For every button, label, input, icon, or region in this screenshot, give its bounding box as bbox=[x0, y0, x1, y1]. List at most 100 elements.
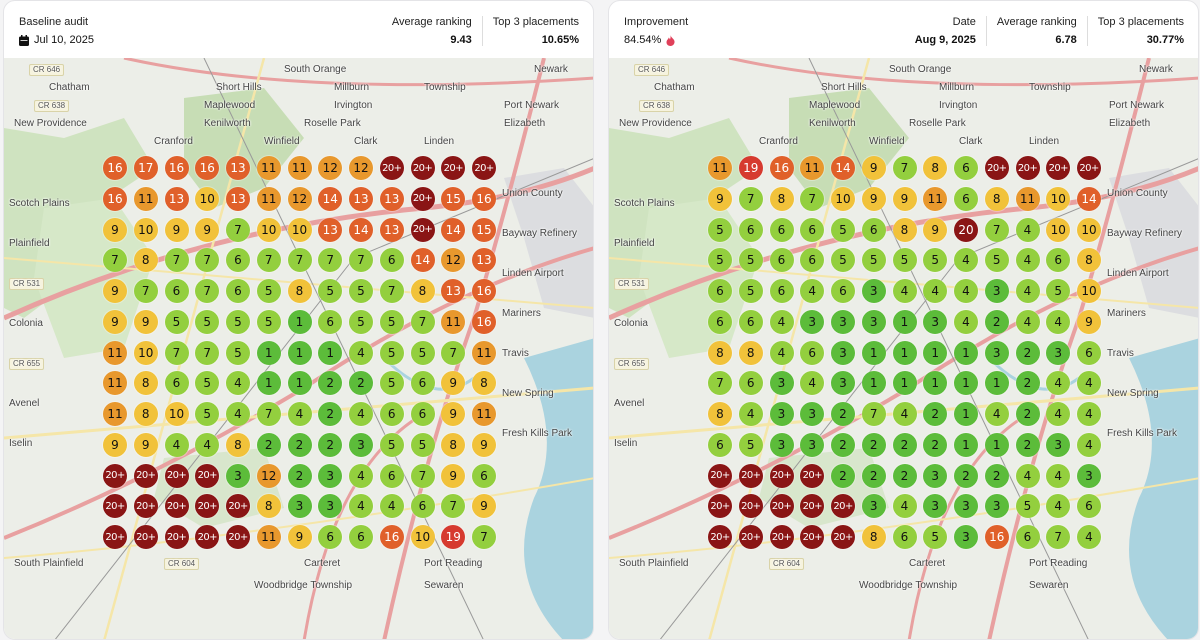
rank-pin[interactable]: 3 bbox=[318, 494, 343, 519]
rank-pin[interactable]: 1 bbox=[984, 432, 1009, 457]
rank-pin[interactable]: 1 bbox=[861, 371, 886, 396]
rank-pin[interactable]: 1 bbox=[892, 309, 917, 334]
rank-pin[interactable]: 5 bbox=[923, 248, 948, 273]
rank-pin[interactable]: 4 bbox=[1015, 279, 1040, 303]
rank-pin[interactable]: 5 bbox=[410, 340, 435, 365]
rank-pin[interactable]: 2 bbox=[318, 402, 343, 426]
rank-pin[interactable]: 5 bbox=[256, 309, 281, 334]
rank-pin[interactable]: 2 bbox=[1015, 371, 1040, 396]
rank-pin[interactable]: 4 bbox=[1046, 309, 1071, 334]
rank-pin[interactable]: 3 bbox=[984, 494, 1009, 519]
rank-pin[interactable]: 20+ bbox=[164, 494, 189, 519]
rank-pin[interactable]: 20+ bbox=[1015, 156, 1040, 180]
rank-pin[interactable]: 4 bbox=[892, 494, 917, 519]
rank-pin[interactable]: 20+ bbox=[708, 525, 732, 549]
rank-pin[interactable]: 4 bbox=[349, 494, 373, 519]
rank-pin[interactable]: 6 bbox=[861, 217, 886, 242]
rank-pin[interactable]: 4 bbox=[164, 432, 189, 457]
rank-pin[interactable]: 20+ bbox=[410, 186, 435, 211]
rank-pin[interactable]: 9 bbox=[861, 156, 886, 180]
rank-pin[interactable]: 4 bbox=[769, 309, 794, 334]
rank-pin[interactable]: 20+ bbox=[769, 494, 794, 519]
rank-pin[interactable]: 6 bbox=[800, 248, 825, 273]
rank-pin[interactable]: 12 bbox=[287, 186, 312, 211]
rank-pin[interactable]: 20+ bbox=[133, 525, 158, 549]
rank-pin[interactable]: 9 bbox=[103, 217, 127, 242]
rank-pin[interactable]: 6 bbox=[892, 525, 917, 549]
rank-pin[interactable]: 20+ bbox=[103, 525, 127, 549]
rank-pin[interactable]: 20+ bbox=[708, 463, 732, 488]
rank-pin[interactable]: 9 bbox=[892, 186, 917, 211]
rank-pin[interactable]: 12 bbox=[441, 248, 466, 273]
rank-pin[interactable]: 13 bbox=[349, 186, 373, 211]
rank-pin[interactable]: 2 bbox=[831, 432, 855, 457]
rank-pin[interactable]: 4 bbox=[1015, 463, 1040, 488]
rank-pin[interactable]: 4 bbox=[1077, 371, 1101, 396]
rank-pin[interactable]: 4 bbox=[1077, 402, 1101, 426]
rank-pin[interactable]: 11 bbox=[800, 156, 825, 180]
rank-pin[interactable]: 2 bbox=[318, 371, 343, 396]
rank-pin[interactable]: 14 bbox=[349, 217, 373, 242]
rank-pin[interactable]: 8 bbox=[472, 371, 496, 396]
rank-pin[interactable]: 3 bbox=[984, 279, 1009, 303]
rank-pin[interactable]: 3 bbox=[226, 463, 250, 488]
rank-pin[interactable]: 9 bbox=[472, 494, 496, 519]
rank-pin[interactable]: 6 bbox=[472, 463, 496, 488]
rank-pin[interactable]: 3 bbox=[831, 371, 855, 396]
rank-pin[interactable]: 11 bbox=[441, 309, 466, 334]
rank-pin[interactable]: 6 bbox=[769, 217, 794, 242]
rank-pin[interactable]: 9 bbox=[287, 525, 312, 549]
rank-pin[interactable]: 7 bbox=[441, 340, 466, 365]
rank-pin[interactable]: 2 bbox=[1015, 340, 1040, 365]
rank-pin[interactable]: 5 bbox=[1046, 279, 1071, 303]
rank-pin[interactable]: 4 bbox=[954, 279, 978, 303]
rank-pin[interactable]: 6 bbox=[769, 279, 794, 303]
rank-pin[interactable]: 8 bbox=[133, 248, 158, 273]
rank-pin[interactable]: 5 bbox=[195, 309, 220, 334]
rank-pin[interactable]: 9 bbox=[472, 432, 496, 457]
rank-pin[interactable]: 20+ bbox=[103, 494, 127, 519]
rank-pin[interactable]: 2 bbox=[892, 432, 917, 457]
rank-pin[interactable]: 7 bbox=[410, 463, 435, 488]
rank-pin[interactable]: 6 bbox=[954, 156, 978, 180]
rank-pin[interactable]: 5 bbox=[738, 432, 763, 457]
rank-pin[interactable]: 3 bbox=[1077, 463, 1101, 488]
rank-pin[interactable]: 1 bbox=[954, 371, 978, 396]
rank-pin[interactable]: 20+ bbox=[800, 525, 825, 549]
rank-pin[interactable]: 9 bbox=[103, 432, 127, 457]
rank-pin[interactable]: 20+ bbox=[708, 494, 732, 519]
rank-pin[interactable]: 8 bbox=[287, 279, 312, 303]
rank-pin[interactable]: 4 bbox=[738, 402, 763, 426]
rank-pin[interactable]: 6 bbox=[769, 248, 794, 273]
rank-pin[interactable]: 6 bbox=[800, 340, 825, 365]
rank-pin[interactable]: 3 bbox=[318, 463, 343, 488]
rank-pin[interactable]: 10 bbox=[195, 186, 220, 211]
rank-pin[interactable]: 5 bbox=[708, 248, 732, 273]
rank-pin[interactable]: 5 bbox=[738, 248, 763, 273]
rank-pin[interactable]: 7 bbox=[861, 402, 886, 426]
rank-pin[interactable]: 4 bbox=[226, 402, 250, 426]
rank-pin[interactable]: 3 bbox=[800, 309, 825, 334]
rank-pin[interactable]: 7 bbox=[738, 186, 763, 211]
rank-pin[interactable]: 4 bbox=[1015, 217, 1040, 242]
rank-pin[interactable]: 2 bbox=[923, 432, 948, 457]
rank-pin[interactable]: 4 bbox=[1015, 309, 1040, 334]
rank-pin[interactable]: 6 bbox=[800, 217, 825, 242]
rank-pin[interactable]: 15 bbox=[441, 186, 466, 211]
rank-pin[interactable]: 9 bbox=[103, 309, 127, 334]
rank-pin[interactable]: 5 bbox=[226, 340, 250, 365]
rank-pin[interactable]: 4 bbox=[349, 463, 373, 488]
rank-pin[interactable]: 6 bbox=[708, 432, 732, 457]
rank-pin[interactable]: 2 bbox=[892, 463, 917, 488]
rank-pin[interactable]: 8 bbox=[256, 494, 281, 519]
rank-pin[interactable]: 7 bbox=[349, 248, 373, 273]
rank-pin[interactable]: 5 bbox=[349, 279, 373, 303]
rank-pin[interactable]: 4 bbox=[1046, 463, 1071, 488]
rank-pin[interactable]: 9 bbox=[195, 217, 220, 242]
rank-pin[interactable]: 7 bbox=[287, 248, 312, 273]
rank-pin[interactable]: 4 bbox=[1046, 494, 1071, 519]
rank-pin[interactable]: 14 bbox=[410, 248, 435, 273]
rank-pin[interactable]: 7 bbox=[892, 156, 917, 180]
rank-pin[interactable]: 11 bbox=[1015, 186, 1040, 211]
rank-pin[interactable]: 9 bbox=[133, 309, 158, 334]
